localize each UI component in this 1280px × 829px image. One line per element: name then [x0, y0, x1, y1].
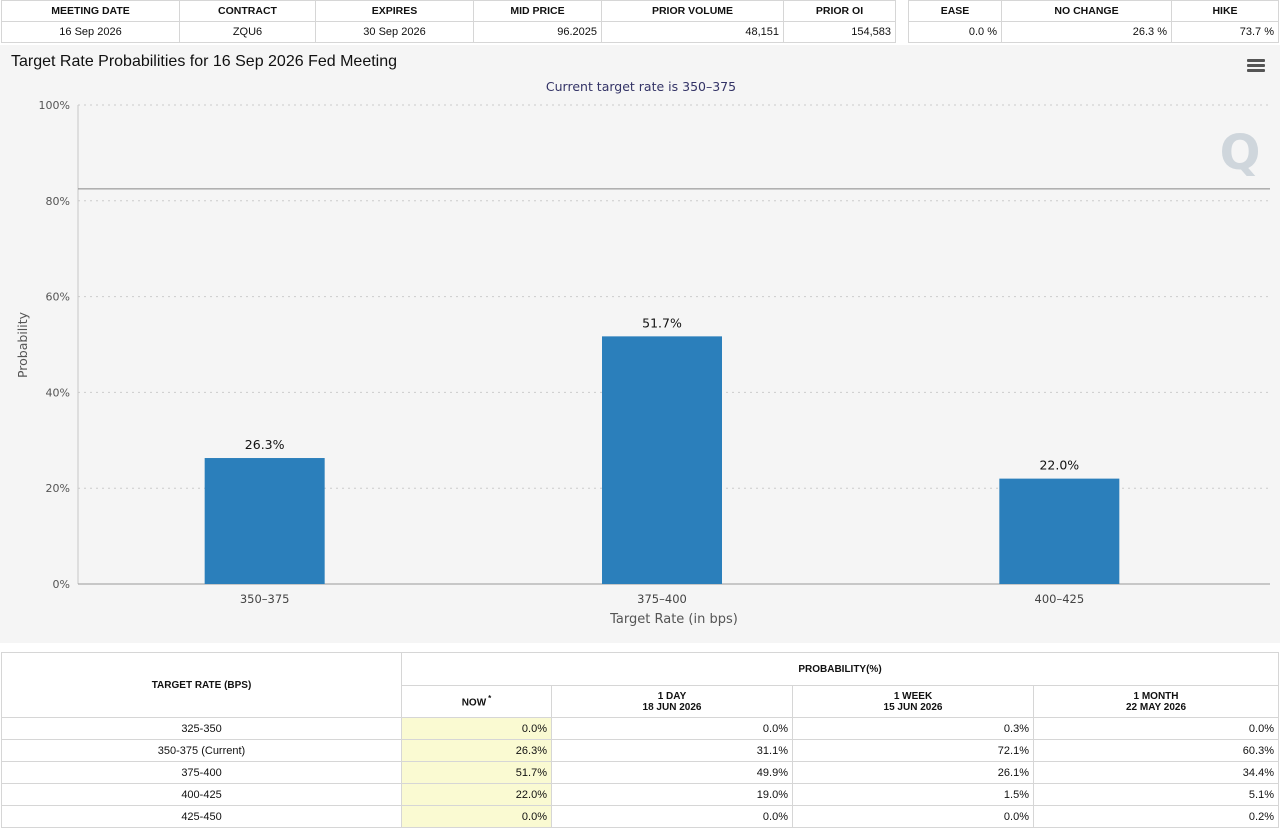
bar-375-400 [602, 336, 722, 584]
x-tick-label: 400–425 [1035, 592, 1085, 606]
rate-cell: 400-425 [1, 783, 402, 806]
bar-350-375 [204, 458, 325, 584]
table-row: 325-350 0.0% 0.0% 0.3% 0.0% [1, 717, 1279, 740]
one-week-cell: 26.1% [792, 761, 1034, 784]
table-row: 425-450 0.0% 0.0% 0.0% 0.2% [1, 805, 1279, 828]
mid-price-value: 96.2025 [473, 21, 602, 43]
one-week-cell: 1.5% [792, 783, 1034, 806]
now-cell: 26.3% [401, 739, 552, 762]
table-subheader-row: NOW * 1 DAY 18 JUN 2026 1 WEEK 15 JUN 202… [2, 685, 1279, 718]
one-week-date: 15 JUN 2026 [883, 701, 943, 713]
prior-oi-header: PRIOR OI [783, 0, 896, 22]
now-cell: 51.7% [401, 761, 552, 784]
chart-subtitle: Current target rate is 350–375 [546, 79, 736, 94]
x-tick-label: 350–375 [240, 592, 290, 606]
one-day-column-header: 1 DAY 18 JUN 2026 [551, 685, 793, 718]
now-column-title: NOW [461, 697, 487, 709]
bar-data-label: 26.3% [245, 437, 285, 452]
bar-data-label: 51.7% [642, 315, 682, 330]
one-month-cell: 60.3% [1033, 739, 1279, 762]
probability-summary-table: EASE NO CHANGE HIKE 0.0 % 26.3 % 73.7 % [908, 0, 1279, 43]
y-tick-label: 20% [46, 482, 70, 495]
x-tick-label: 375–400 [637, 592, 687, 606]
target-rate-header: TARGET RATE (BPS) [1, 652, 402, 718]
one-week-cell: 72.1% [792, 739, 1034, 762]
hike-header: HIKE [1171, 0, 1279, 22]
y-tick-label: 80% [46, 195, 70, 208]
no-change-value: 26.3 % [1001, 21, 1172, 43]
prior-volume-header: PRIOR VOLUME [601, 0, 784, 22]
chart-panel: Q 0% 20% 40% 60% 80% 100% Current target rate i… [0, 45, 1280, 643]
meeting-info-table: MEETING DATE CONTRACT EXPIRES MID PRICE … [1, 0, 896, 43]
meeting-date-header: MEETING DATE [1, 0, 180, 22]
rate-cell: 325-350 [1, 717, 402, 740]
meeting-date-value: 16 Sep 2026 [1, 21, 180, 43]
one-month-cell: 34.4% [1033, 761, 1279, 784]
one-month-cell: 0.2% [1033, 805, 1279, 828]
contract-value: ZQU6 [179, 21, 316, 43]
expires-header: EXPIRES [315, 0, 474, 22]
expires-value: 30 Sep 2026 [315, 21, 474, 43]
y-tick-label: 40% [46, 386, 70, 399]
now-column-header: NOW * [401, 685, 552, 718]
one-day-cell: 49.9% [551, 761, 793, 784]
no-change-header: NO CHANGE [1001, 0, 1172, 22]
one-day-cell: 0.0% [551, 805, 793, 828]
bar-chart: Q 0% 20% 40% 60% 80% 100% Current target rate i… [15, 79, 1270, 627]
bar-400-425 [999, 478, 1120, 584]
one-month-column-header: 1 MONTH 22 MAY 2026 [1033, 685, 1279, 718]
y-tick-label: 60% [46, 291, 70, 304]
summary-row: 0.0 % 26.3 % 73.7 % [908, 21, 1279, 43]
rate-cell: 425-450 [1, 805, 402, 828]
one-day-cell: 0.0% [551, 717, 793, 740]
one-day-title: 1 DAY [657, 690, 687, 702]
prior-oi-value: 154,583 [783, 21, 896, 43]
now-cell: 22.0% [401, 783, 552, 806]
y-axis-title: Probability [15, 311, 30, 378]
y-tick-label: 0% [53, 578, 70, 591]
one-day-cell: 19.0% [551, 783, 793, 806]
one-month-date: 22 MAY 2026 [1125, 701, 1187, 713]
probability-header: PROBABILITY(%) [401, 652, 1279, 686]
now-cell: 0.0% [401, 805, 552, 828]
watermark-logo: Q [1220, 125, 1261, 181]
table-header-row: TARGET RATE (BPS) PROBABILITY(%) [1, 652, 1279, 718]
contract-header: CONTRACT [179, 0, 316, 22]
one-month-cell: 0.0% [1033, 717, 1279, 740]
table-row: 400-425 22.0% 19.0% 1.5% 5.1% [1, 783, 1279, 806]
hamburger-menu-icon[interactable] [1247, 59, 1265, 73]
one-week-cell: 0.0% [792, 805, 1034, 828]
one-day-cell: 31.1% [551, 739, 793, 762]
now-cell: 0.0% [401, 717, 552, 740]
ease-value: 0.0 % [908, 21, 1002, 43]
bar-data-label: 22.0% [1039, 458, 1079, 473]
one-month-cell: 5.1% [1033, 783, 1279, 806]
rate-cell: 375-400 [1, 761, 402, 784]
one-week-title: 1 WEEK [893, 690, 933, 702]
one-month-title: 1 MONTH [1133, 690, 1179, 702]
prior-volume-value: 48,151 [601, 21, 784, 43]
meeting-info-header-row: MEETING DATE CONTRACT EXPIRES MID PRICE … [1, 0, 896, 22]
target-rate-probability-table: TARGET RATE (BPS) PROBABILITY(%) NOW * 1 … [1, 652, 1279, 828]
now-footnote-marker: * [488, 694, 492, 704]
mid-price-header: MID PRICE [473, 0, 602, 22]
table-row: 375-400 51.7% 49.9% 26.1% 34.4% [1, 761, 1279, 784]
table-row: 350-375 (Current) 26.3% 31.1% 72.1% 60.3… [1, 739, 1279, 762]
one-week-column-header: 1 WEEK 15 JUN 2026 [792, 685, 1034, 718]
y-tick-label: 100% [39, 99, 70, 112]
summary-header-row: EASE NO CHANGE HIKE [908, 0, 1279, 22]
rate-cell: 350-375 (Current) [1, 739, 402, 762]
one-day-date: 18 JUN 2026 [642, 701, 702, 713]
meeting-info-row: 16 Sep 2026 ZQU6 30 Sep 2026 96.2025 48,… [1, 21, 896, 43]
hike-value: 73.7 % [1171, 21, 1279, 43]
one-week-cell: 0.3% [792, 717, 1034, 740]
ease-header: EASE [908, 0, 1002, 22]
x-axis-title: Target Rate (in bps) [609, 612, 738, 627]
chart-title: Target Rate Probabilities for 16 Sep 202… [11, 53, 398, 70]
